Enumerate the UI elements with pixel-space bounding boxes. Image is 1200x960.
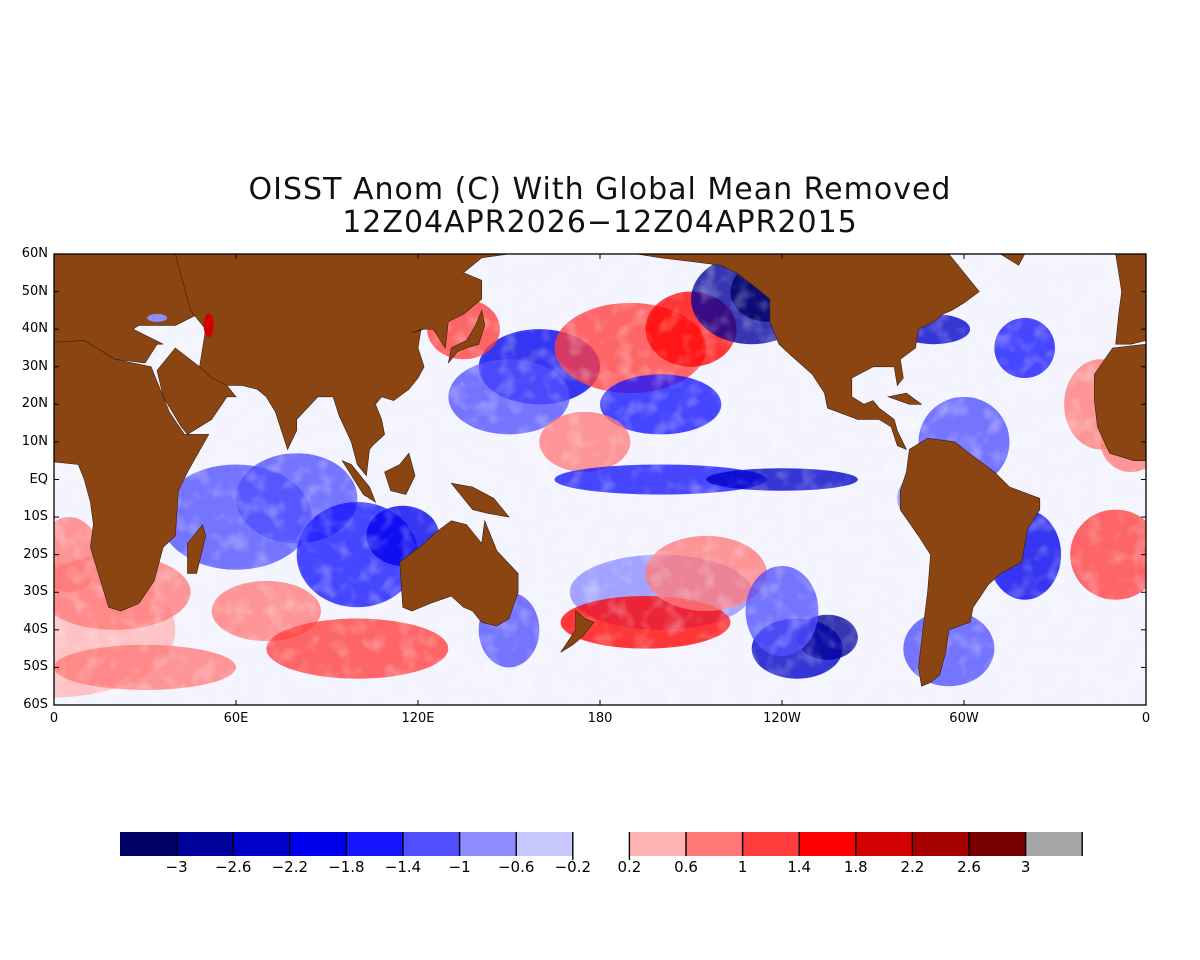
colorbar-label: 2.6 — [957, 858, 981, 876]
colorbar-label: 0.2 — [617, 858, 642, 876]
colorbar-swatch — [459, 832, 517, 856]
caspian-sea — [203, 313, 214, 338]
colorbar-label: 1.4 — [787, 858, 812, 876]
colorbar-swatch — [403, 832, 460, 856]
lon-label: 0 — [1141, 711, 1151, 726]
colorbar-label: −1 — [448, 858, 471, 876]
lat-label: 40S — [23, 621, 48, 637]
colorbar-label: 0.6 — [674, 858, 698, 876]
map-plot-area — [54, 254, 1146, 705]
colorbar-label: 1.8 — [843, 858, 868, 876]
north-america-landmass — [636, 254, 980, 450]
colorbar-label: −1.4 — [384, 858, 422, 876]
colorbar-swatch — [742, 832, 800, 856]
colorbar-swatch — [572, 832, 630, 856]
lon-label: 60E — [223, 711, 249, 726]
lon-label: 180 — [587, 711, 613, 726]
colorbar-swatch — [289, 832, 347, 856]
lon-label: 120W — [763, 711, 801, 726]
newguinea-landmass — [450, 482, 510, 518]
colorbar-swatch — [686, 832, 743, 856]
colorbar-swatch — [120, 832, 177, 856]
borneo-landmass — [384, 452, 416, 495]
australia-landmass — [399, 519, 519, 627]
south-america-landmass — [899, 437, 1041, 687]
lat-label: 40N — [21, 321, 48, 337]
arabia-landmass — [156, 347, 237, 435]
colorbar-label: 2.2 — [900, 858, 925, 876]
figure-title: OISST Anom (C) With Global Mean Removed — [248, 172, 952, 207]
colorbar-label: −0.6 — [497, 858, 535, 876]
lat-label: 20N — [21, 396, 48, 412]
cuba-landmass — [887, 392, 923, 405]
lat-label: 10S — [23, 509, 48, 525]
colorbar-swatch — [176, 832, 234, 856]
japan-landmass — [448, 309, 486, 364]
figure-subtitle: 12Z04APR2026−12Z04APR2015 — [342, 205, 858, 240]
colorbar — [120, 832, 1083, 860]
europe-west-landmass — [1115, 254, 1146, 345]
lon-label: 0 — [49, 711, 59, 726]
west-africa-landmass — [54, 340, 210, 612]
colorbar-label: −3 — [165, 858, 188, 876]
land-masses — [54, 254, 1146, 687]
lat-label: 60S — [23, 697, 48, 712]
lat-label: 20S — [23, 546, 48, 562]
lat-label: EQ — [29, 471, 48, 487]
colorbar-label: −1.8 — [328, 858, 365, 876]
africa-west-edge-landmass — [1094, 343, 1146, 462]
lat-label: 50S — [23, 659, 48, 675]
colorbar-label: −0.2 — [554, 858, 592, 876]
lon-label: 60W — [949, 711, 979, 726]
map-ticks — [53, 253, 1147, 706]
newzealand-landmass — [560, 610, 595, 653]
colorbar-label: 1 — [737, 858, 748, 876]
black-sea — [147, 313, 168, 322]
lat-label: 10N — [21, 433, 48, 449]
asia-landmass — [174, 254, 510, 477]
greenland-iceland-landmass — [999, 254, 1026, 266]
colorbar-swatch — [346, 832, 403, 856]
colorbar-swatch — [629, 832, 686, 856]
lat-label: 60N — [21, 246, 48, 261]
madagascar-landmass — [187, 523, 207, 574]
colorbar-swatch — [855, 832, 913, 856]
lat-label: 30S — [23, 584, 48, 600]
sumatra-landmass — [341, 460, 377, 503]
lat-label: 50N — [21, 283, 48, 299]
colorbar-label: −2.6 — [214, 858, 252, 876]
colorbar-swatch — [912, 832, 969, 856]
colorbar-swatch — [969, 832, 1026, 856]
colorbar-swatch — [233, 832, 290, 856]
lon-label: 120E — [401, 711, 435, 726]
colorbar-label: −2.2 — [271, 858, 309, 876]
colorbar-swatch — [516, 832, 573, 856]
colorbar-swatch — [799, 832, 856, 856]
lat-label: 30N — [21, 358, 48, 374]
colorbar-swatch — [1025, 832, 1083, 856]
colorbar-label: 3 — [1020, 858, 1031, 876]
